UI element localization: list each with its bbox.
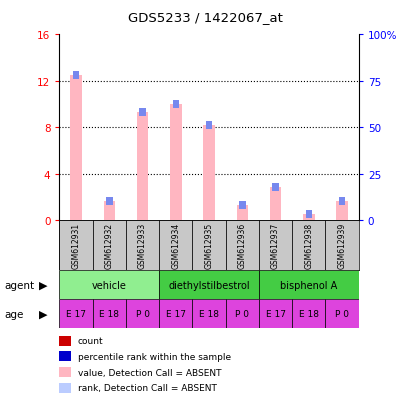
Bar — [225, 299, 258, 328]
Bar — [236, 206, 247, 221]
Bar — [325, 299, 358, 328]
Text: bisphenol A: bisphenol A — [280, 280, 337, 290]
Bar — [292, 221, 325, 271]
Bar — [192, 221, 225, 271]
Bar — [159, 271, 258, 299]
Bar — [73, 72, 79, 80]
Text: E 17: E 17 — [165, 309, 185, 318]
Bar — [172, 101, 179, 109]
Bar — [159, 299, 192, 328]
Bar — [106, 197, 112, 205]
Bar — [272, 183, 278, 191]
Bar — [338, 197, 344, 205]
Bar — [126, 221, 159, 271]
Text: GSM612938: GSM612938 — [303, 223, 312, 269]
Text: GSM612939: GSM612939 — [337, 223, 346, 269]
Bar — [269, 187, 281, 221]
Bar — [335, 201, 347, 221]
Text: vehicle: vehicle — [92, 280, 126, 290]
Text: ▶: ▶ — [39, 309, 47, 319]
Text: rank, Detection Call = ABSENT: rank, Detection Call = ABSENT — [78, 383, 216, 392]
Bar — [225, 221, 258, 271]
Text: E 18: E 18 — [298, 309, 318, 318]
Bar — [205, 122, 212, 130]
Bar — [92, 221, 126, 271]
Bar — [192, 299, 225, 328]
Text: P 0: P 0 — [334, 309, 348, 318]
Text: agent: agent — [4, 280, 34, 290]
Text: ▶: ▶ — [39, 280, 47, 290]
Bar — [325, 221, 358, 271]
Bar — [59, 299, 92, 328]
Text: E 17: E 17 — [265, 309, 285, 318]
Bar — [139, 109, 146, 117]
Bar — [126, 299, 159, 328]
Text: E 18: E 18 — [199, 309, 218, 318]
Text: GSM612931: GSM612931 — [72, 223, 81, 269]
Text: P 0: P 0 — [235, 309, 249, 318]
Text: E 17: E 17 — [66, 309, 86, 318]
Text: diethylstilbestrol: diethylstilbestrol — [168, 280, 249, 290]
Text: age: age — [4, 309, 23, 319]
Text: count: count — [78, 336, 103, 345]
Bar — [103, 201, 115, 221]
Text: GDS5233 / 1422067_at: GDS5233 / 1422067_at — [127, 11, 282, 24]
Bar — [292, 299, 325, 328]
Bar — [70, 76, 82, 221]
Text: E 18: E 18 — [99, 309, 119, 318]
Bar — [258, 221, 292, 271]
Text: GSM612936: GSM612936 — [237, 223, 246, 269]
Text: percentile rank within the sample: percentile rank within the sample — [78, 352, 230, 361]
Bar — [238, 202, 245, 210]
Text: GSM612934: GSM612934 — [171, 223, 180, 269]
Text: GSM612937: GSM612937 — [270, 223, 279, 269]
Bar — [203, 126, 214, 221]
Bar — [92, 299, 126, 328]
Bar — [59, 271, 159, 299]
Bar — [305, 211, 311, 218]
Text: value, Detection Call = ABSENT: value, Detection Call = ABSENT — [78, 368, 221, 377]
Text: GSM612933: GSM612933 — [138, 223, 147, 269]
Bar — [59, 221, 92, 271]
Bar — [258, 271, 358, 299]
Text: GSM612932: GSM612932 — [105, 223, 114, 269]
Bar — [137, 113, 148, 221]
Bar — [258, 299, 292, 328]
Bar — [170, 105, 181, 221]
Bar — [302, 215, 314, 221]
Bar — [159, 221, 192, 271]
Text: P 0: P 0 — [135, 309, 149, 318]
Text: GSM612935: GSM612935 — [204, 223, 213, 269]
